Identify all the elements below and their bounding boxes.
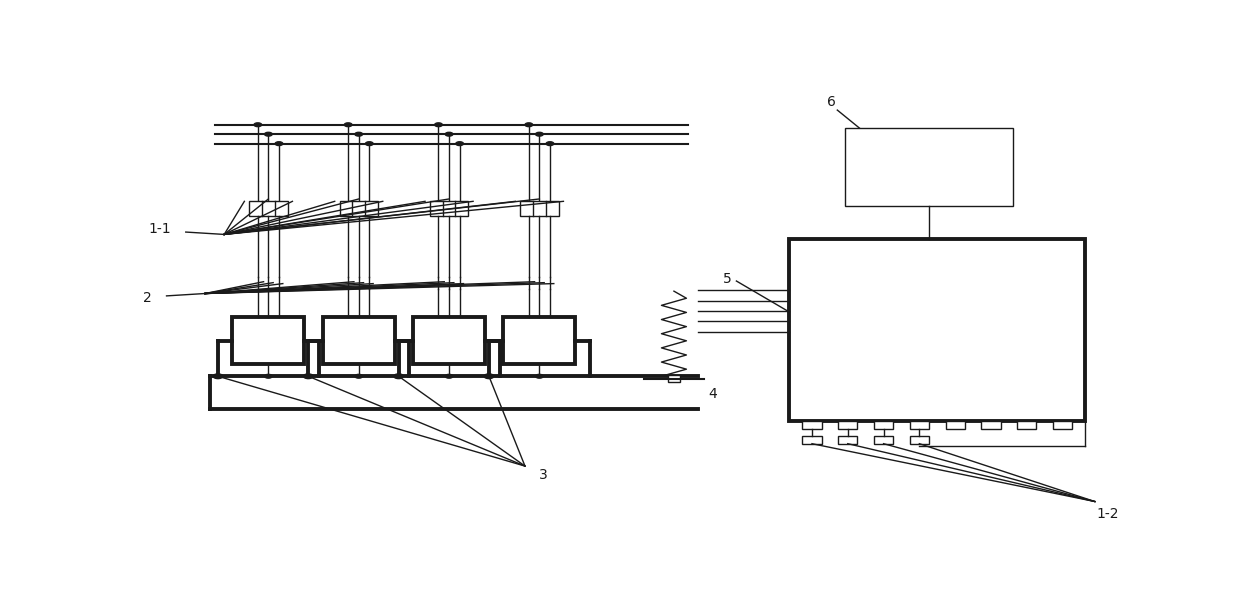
Text: 6: 6 <box>827 95 836 109</box>
Circle shape <box>456 142 464 146</box>
Circle shape <box>275 142 283 146</box>
Circle shape <box>345 123 352 126</box>
Circle shape <box>355 132 362 136</box>
Text: 1-1: 1-1 <box>149 222 171 236</box>
Circle shape <box>536 375 543 378</box>
Circle shape <box>264 132 273 136</box>
Bar <box>802 421 822 429</box>
Bar <box>413 317 485 365</box>
Bar <box>874 421 893 429</box>
Text: 5: 5 <box>723 272 732 286</box>
Bar <box>981 421 1001 429</box>
Bar <box>1053 421 1073 429</box>
Circle shape <box>525 123 533 126</box>
Bar <box>1017 421 1037 429</box>
Circle shape <box>355 375 362 378</box>
Bar <box>249 201 288 216</box>
Circle shape <box>254 123 262 126</box>
Bar <box>789 239 1085 421</box>
Circle shape <box>445 132 453 136</box>
Bar <box>838 421 857 429</box>
Circle shape <box>445 375 453 378</box>
Text: 2: 2 <box>144 291 153 305</box>
Text: 3: 3 <box>539 468 548 483</box>
Text: 4: 4 <box>708 387 717 401</box>
Circle shape <box>213 374 223 379</box>
Circle shape <box>536 132 543 136</box>
Bar <box>340 201 378 216</box>
Circle shape <box>546 142 554 146</box>
Bar <box>503 317 575 365</box>
Circle shape <box>484 374 494 379</box>
Bar <box>910 421 929 429</box>
Bar <box>802 436 822 444</box>
Bar <box>232 317 305 365</box>
Bar <box>946 421 965 429</box>
Bar <box>838 436 857 444</box>
Bar <box>668 375 680 382</box>
Bar <box>521 201 558 216</box>
Text: 1-2: 1-2 <box>1096 507 1120 521</box>
Bar <box>322 317 394 365</box>
Circle shape <box>394 374 403 379</box>
Circle shape <box>435 123 443 126</box>
Circle shape <box>264 375 273 378</box>
Bar <box>910 436 929 444</box>
Circle shape <box>366 142 373 146</box>
Bar <box>844 128 1013 206</box>
Bar <box>430 201 469 216</box>
Bar <box>874 436 893 444</box>
Circle shape <box>304 374 312 379</box>
